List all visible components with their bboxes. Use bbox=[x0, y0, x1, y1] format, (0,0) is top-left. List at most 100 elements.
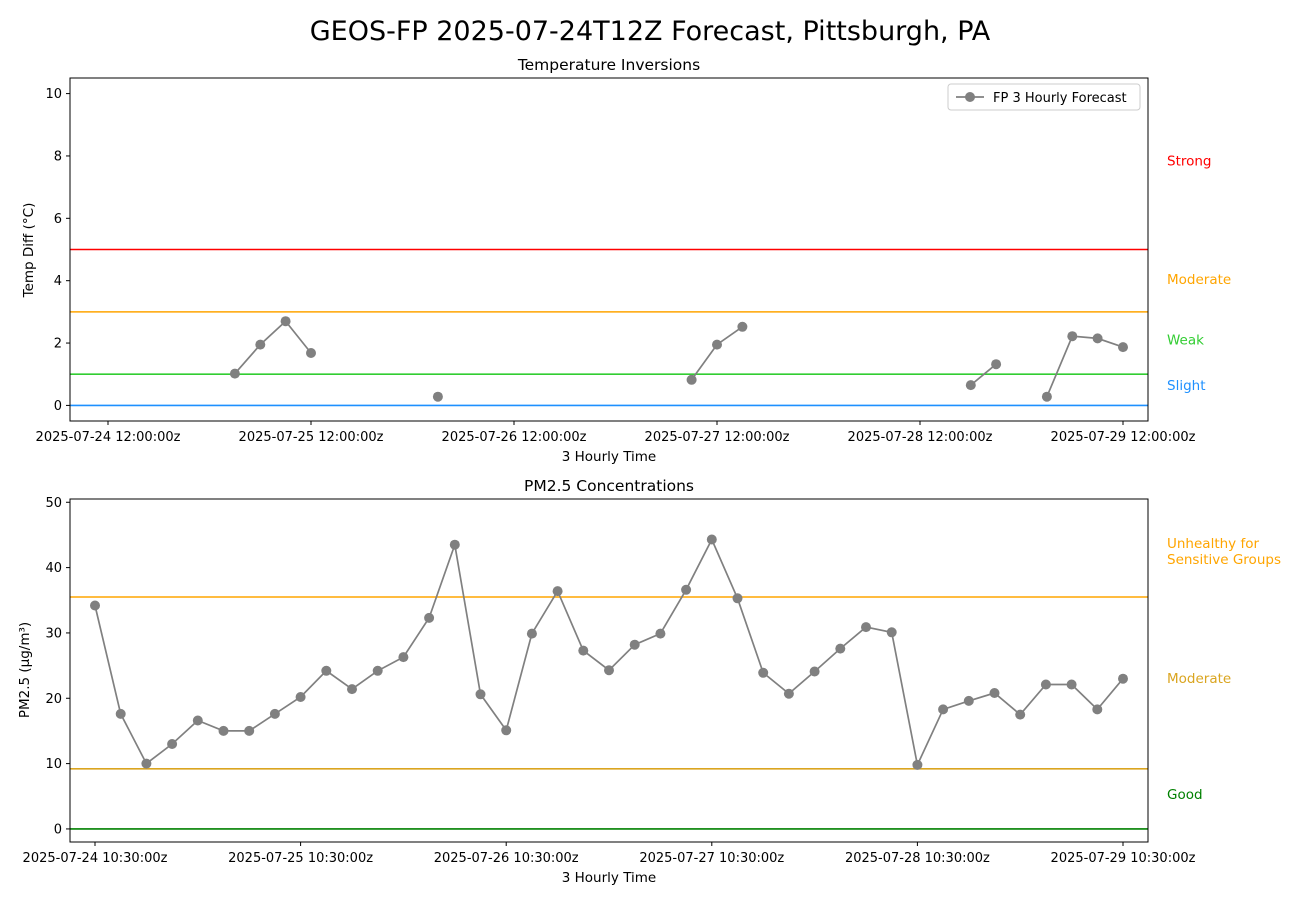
temperature-x-tick-label: 2025-07-26 12:00:00z bbox=[442, 430, 587, 445]
pm25-data-point bbox=[501, 725, 512, 736]
temperature-data-point bbox=[712, 339, 722, 350]
pm25-data-point bbox=[269, 708, 280, 719]
temperature-data-point bbox=[1041, 391, 1052, 402]
temperature-plot-frame bbox=[69, 77, 1149, 422]
temperature-series-line bbox=[690, 326, 743, 381]
pm25-x-tick-label: 2025-07-26 10:30:00z bbox=[434, 851, 579, 866]
temperature-data-point bbox=[965, 380, 976, 391]
pm25-data-point bbox=[604, 665, 614, 676]
pm25-data-point bbox=[90, 600, 100, 611]
temperature-category-label: Moderate bbox=[1167, 272, 1231, 288]
pm25-y-tick-label: 10 bbox=[45, 757, 62, 772]
pm25-data-point bbox=[963, 695, 974, 706]
pm25-data-point bbox=[655, 628, 666, 639]
pm25-y-tick-label: 20 bbox=[45, 692, 62, 707]
temperature-x-tick-label: 2025-07-29 12:00:00z bbox=[1051, 430, 1196, 445]
pm25-x-tick-label: 2025-07-25 10:30:00z bbox=[228, 851, 373, 866]
temperature-panel-title: Temperature Inversions bbox=[517, 56, 700, 74]
temperature-series-line bbox=[1046, 335, 1124, 398]
temperature-x-tick-label: 2025-07-25 12:00:00z bbox=[239, 430, 384, 445]
pm25-data-point bbox=[912, 759, 923, 770]
pm25-data-point bbox=[372, 665, 383, 676]
temperature-y-tick-label: 8 bbox=[54, 149, 62, 164]
figure-title: GEOS-FP 2025-07-24T12Z Forecast, Pittsbu… bbox=[310, 16, 991, 47]
pm25-x-axis-label: 3 Hourly Time bbox=[562, 870, 656, 886]
temperature-legend: FP 3 Hourly Forecast bbox=[947, 83, 1141, 111]
pm25-category-label: Moderate bbox=[1167, 671, 1231, 687]
temperature-x-tick-label: 2025-07-27 12:00:00z bbox=[645, 430, 790, 445]
pm25-x-tick-label: 2025-07-24 10:30:00z bbox=[23, 851, 168, 866]
pm25-y-axis-label: PM2.5 (µg/m³) bbox=[17, 622, 33, 718]
pm25-x-tick-label: 2025-07-27 10:30:00z bbox=[639, 851, 784, 866]
pm25-data-point bbox=[449, 539, 460, 550]
pm25-data-point bbox=[886, 627, 897, 638]
temperature-data-point bbox=[1118, 342, 1128, 353]
pm25-data-point bbox=[115, 708, 126, 719]
temperature-y-axis-label: Temp Diff (°C) bbox=[21, 203, 37, 299]
temperature-series-line bbox=[234, 319, 312, 375]
pm25-y-tick-label: 0 bbox=[54, 822, 62, 837]
pm25-data-point bbox=[141, 758, 152, 769]
pm25-panel-title: PM2.5 Concentrations bbox=[524, 477, 694, 495]
pm25-category-label: Unhealthy for Sensitive Groups bbox=[1167, 536, 1281, 568]
pm25-data-point bbox=[295, 692, 306, 702]
pm25-data-point bbox=[861, 622, 871, 633]
pm25-data-point bbox=[1015, 709, 1026, 720]
pm25-data-point bbox=[321, 665, 332, 676]
pm25-data-point bbox=[398, 652, 409, 663]
pm25-data-point bbox=[783, 688, 794, 699]
pm25-data-point bbox=[1118, 673, 1128, 684]
pm25-data-point bbox=[732, 593, 743, 604]
pm25-data-point bbox=[167, 739, 178, 749]
legend-entry-label: FP 3 Hourly Forecast bbox=[993, 91, 1127, 106]
pm25-data-point bbox=[629, 639, 640, 650]
pm25-data-point bbox=[989, 688, 1000, 698]
temperature-category-label: Strong bbox=[1167, 153, 1212, 169]
pm25-data-point bbox=[758, 667, 769, 678]
temperature-series-line bbox=[970, 363, 997, 386]
pm25-data-point bbox=[1066, 679, 1077, 690]
pm25-data-point bbox=[706, 534, 717, 545]
pm25-data-point bbox=[347, 684, 357, 695]
temperature-y-tick-label: 0 bbox=[54, 399, 62, 414]
pm25-data-point bbox=[424, 612, 435, 623]
temperature-data-point bbox=[991, 359, 1002, 370]
pm25-category-label: Good bbox=[1167, 787, 1203, 803]
temperature-data-point bbox=[1067, 331, 1078, 342]
temperature-category-label: Slight bbox=[1167, 378, 1206, 394]
pm25-data-point bbox=[578, 645, 589, 656]
temperature-data-point bbox=[280, 316, 291, 327]
temperature-data-point bbox=[255, 339, 266, 350]
temperature-data-point bbox=[737, 321, 748, 332]
pm25-data-point bbox=[475, 689, 486, 700]
pm25-y-tick-label: 30 bbox=[45, 626, 62, 641]
pm25-data-point bbox=[938, 704, 949, 715]
pm25-x-tick-label: 2025-07-28 10:30:00z bbox=[845, 851, 990, 866]
pm25-data-point bbox=[681, 584, 692, 595]
pm25-data-point bbox=[218, 725, 229, 736]
temperature-data-point bbox=[306, 348, 316, 358]
legend-frame bbox=[947, 83, 1141, 111]
temperature-data-point bbox=[686, 374, 697, 385]
temperature-y-tick-label: 6 bbox=[54, 212, 62, 227]
pm25-data-point bbox=[1092, 704, 1103, 715]
temperature-x-tick-label: 2025-07-24 12:00:00z bbox=[36, 430, 181, 445]
pm25-data-point bbox=[192, 715, 203, 726]
pm25-x-tick-label: 2025-07-29 10:30:00z bbox=[1051, 851, 1196, 866]
temperature-x-axis-label: 3 Hourly Time bbox=[562, 449, 656, 465]
pm25-y-tick-label: 40 bbox=[45, 561, 62, 576]
temperature-category-label: Weak bbox=[1167, 333, 1204, 349]
temperature-y-tick-label: 2 bbox=[54, 337, 62, 352]
pm25-data-point bbox=[552, 586, 563, 597]
temperature-data-point bbox=[1092, 333, 1103, 344]
pm25-data-point bbox=[809, 666, 820, 677]
temperature-data-point bbox=[432, 391, 443, 402]
temperature-y-tick-label: 10 bbox=[45, 87, 62, 102]
pm25-y-tick-label: 50 bbox=[45, 496, 62, 511]
pm25-data-point bbox=[835, 643, 846, 654]
pm25-plot-frame bbox=[69, 498, 1149, 843]
temperature-x-tick-label: 2025-07-28 12:00:00z bbox=[848, 430, 993, 445]
temperature-data-point bbox=[229, 368, 240, 379]
temperature-y-tick-label: 4 bbox=[54, 274, 62, 289]
